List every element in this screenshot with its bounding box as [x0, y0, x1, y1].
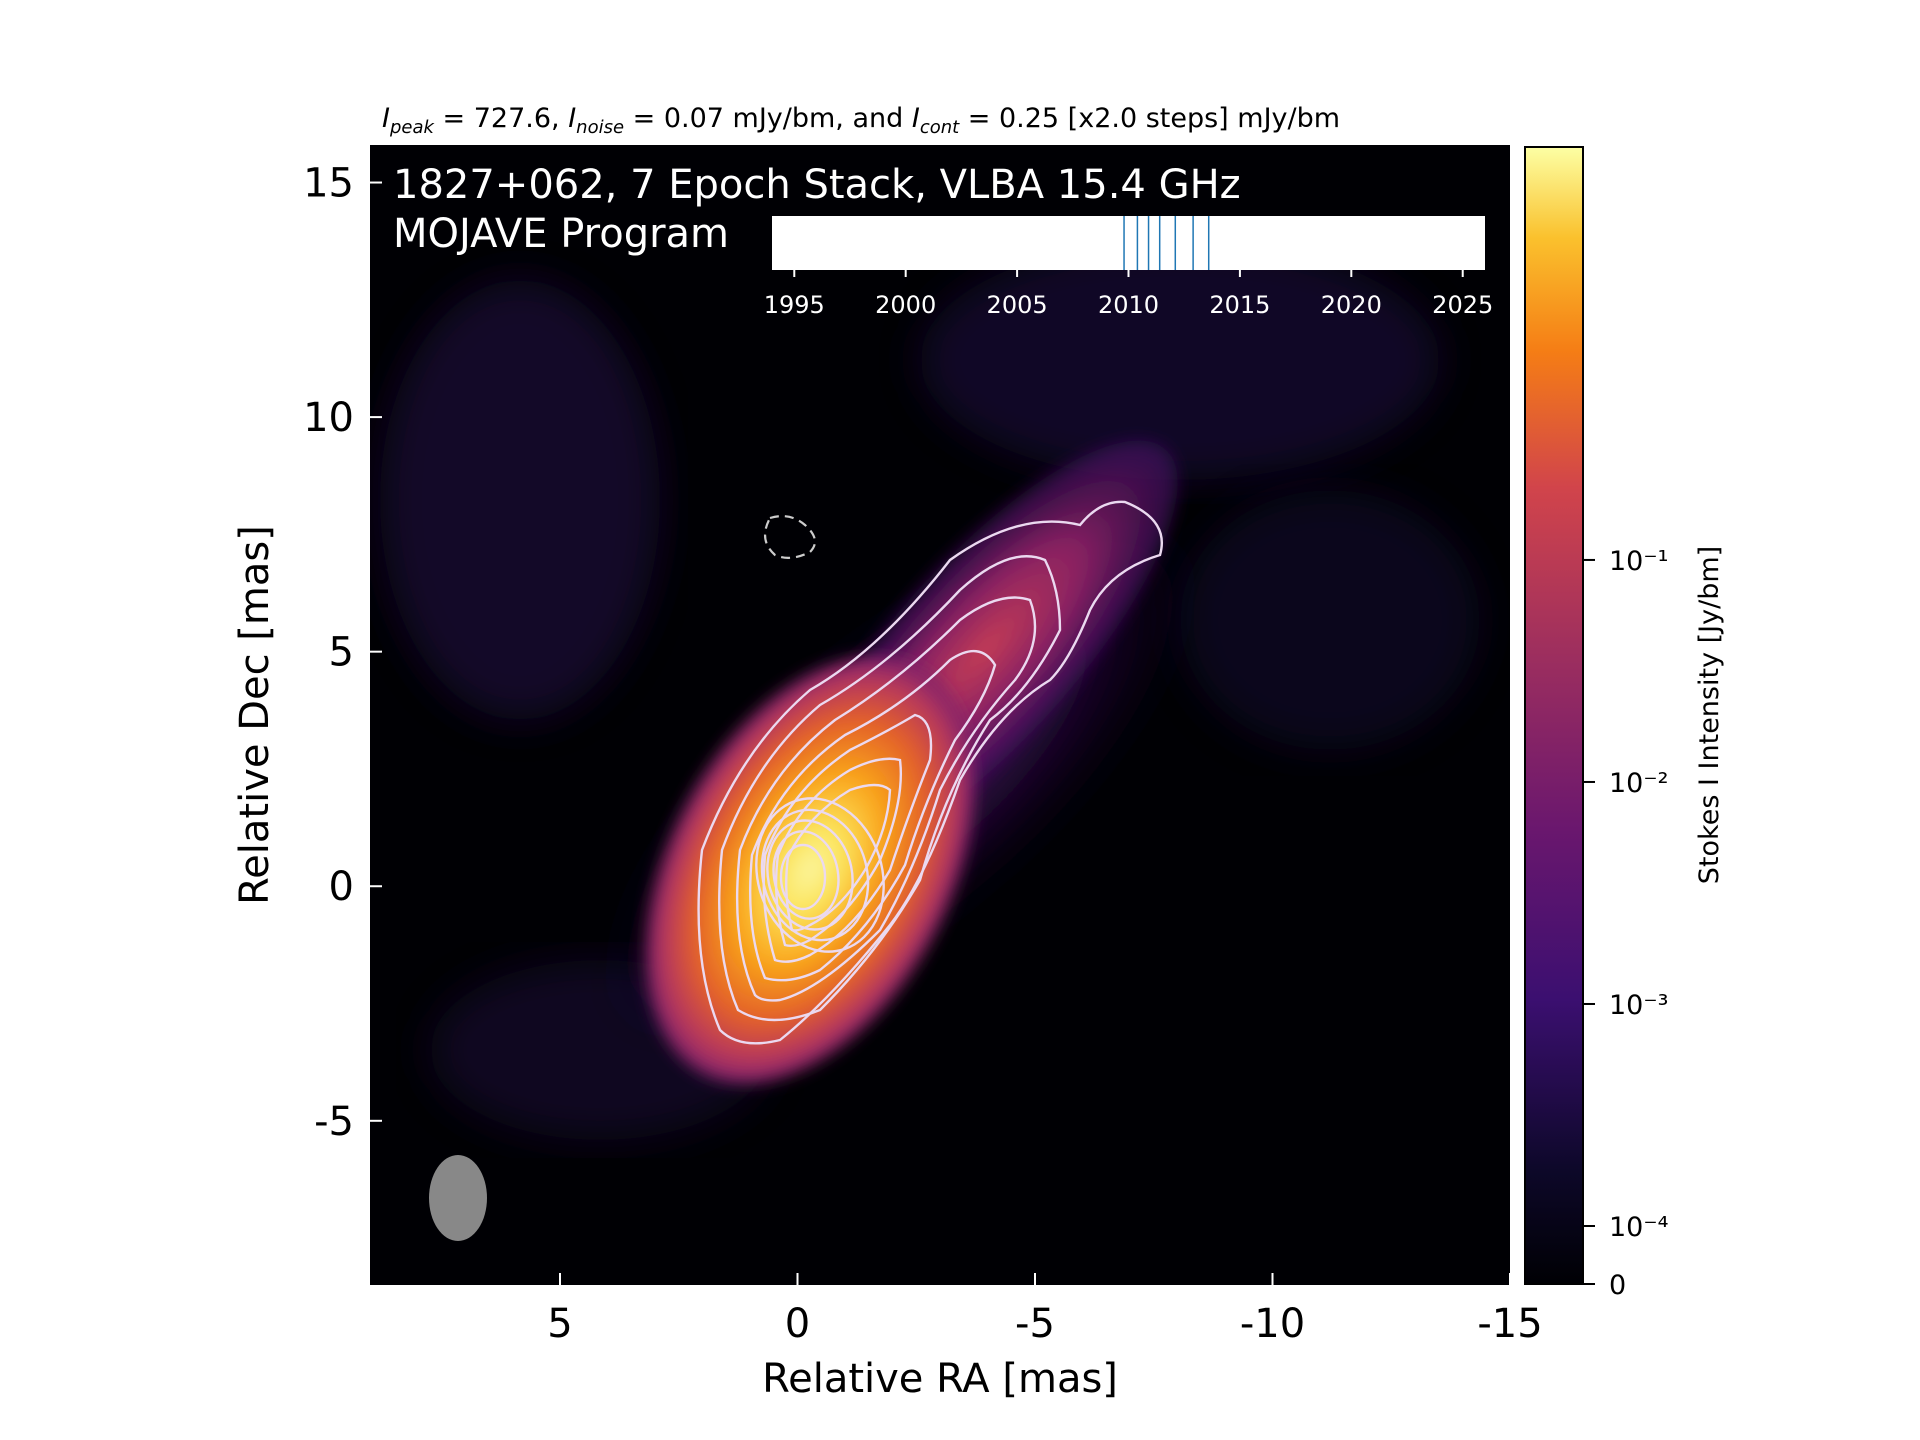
y-tick-label: 5 [329, 630, 354, 676]
timeline-tick-label: 2015 [1209, 291, 1270, 319]
contours [697, 500, 1163, 1045]
colorbar-tick-label: 10⁻⁴ [1609, 1212, 1668, 1243]
colorbar-label: Stokes I Intensity [Jy/bm] [1694, 546, 1725, 884]
y-axis-ticks: 15 10 5 0 -5 [303, 161, 382, 1145]
timeline-tick-label: 2025 [1432, 291, 1493, 319]
chart-title: 1827+062, 7 Epoch Stack, VLBA 15.4 GHz [393, 162, 1241, 208]
timeline-ticks: 1995 2000 2005 2010 2015 2020 2025 [764, 270, 1493, 319]
x-tick-label: -15 [1477, 1301, 1542, 1347]
x-tick-label: -10 [1240, 1301, 1305, 1347]
x-tick-label: -5 [1015, 1301, 1055, 1347]
header-line: Ipeak = 727.6, Inoise = 0.07 mJy/bm, and… [382, 103, 1340, 138]
colorbar-tick-label: 10⁻³ [1609, 990, 1668, 1021]
x-axis-label: Relative RA [mas] [762, 1356, 1118, 1402]
y-tick-label: -5 [314, 1099, 354, 1145]
epoch-timeline: 1995 2000 2005 2010 2015 2020 2025 [764, 216, 1493, 319]
colorbar-tick-label: 10⁻² [1609, 768, 1668, 799]
y-tick-label: 15 [303, 161, 354, 207]
colorbar-tick-label: 10⁻¹ [1609, 546, 1668, 577]
timeline-tick-label: 2005 [987, 291, 1048, 319]
y-tick-label: 10 [303, 395, 354, 441]
y-tick-label: 0 [329, 864, 354, 910]
timeline-tick-label: 2000 [875, 291, 936, 319]
x-tick-label: 0 [785, 1301, 810, 1347]
timeline-tick-label: 1995 [764, 291, 825, 319]
epoch-lines [1123, 216, 1210, 270]
timeline-tick-label: 2010 [1098, 291, 1159, 319]
colorbar: 10⁻¹ 10⁻² 10⁻³ 10⁻⁴ 0 Stokes I Intensity [Jy… [1524, 146, 1725, 1301]
x-tick-label: 5 [547, 1301, 572, 1347]
emission-layer [380, 240, 1480, 1241]
negative-contour [763, 515, 817, 559]
beam-ellipse [429, 1155, 487, 1241]
x-axis-ticks: 5 0 -5 -10 -15 [547, 1273, 1543, 1347]
timeline-box [772, 216, 1485, 270]
chart-subtitle: MOJAVE Program [393, 211, 729, 257]
timeline-tick-label: 2020 [1321, 291, 1382, 319]
colorbar-ticks: 10⁻¹ 10⁻² 10⁻³ 10⁻⁴ 0 [1583, 546, 1668, 1301]
colorbar-gradient [1524, 146, 1584, 1285]
image-plot: 5 0 -5 -10 -15 15 10 5 0 -5 1827+062, 7 Epoch St… [303, 145, 1543, 1347]
y-axis-label: Relative Dec [mas] [232, 525, 278, 905]
colorbar-tick-label: 0 [1609, 1270, 1626, 1301]
